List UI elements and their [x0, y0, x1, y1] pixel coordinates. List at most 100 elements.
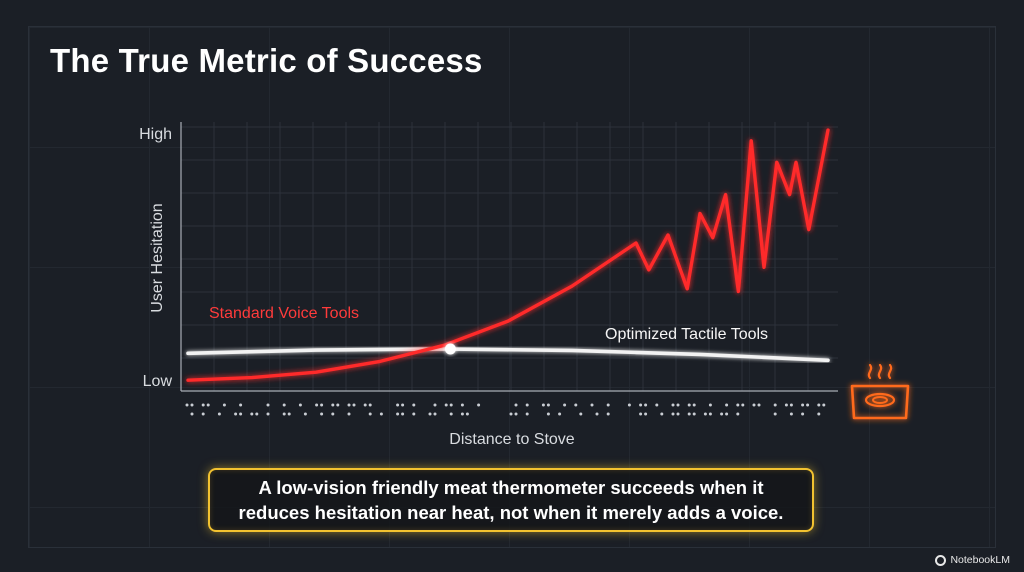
- braille-dot: [217, 412, 221, 416]
- y-tick-label-high: High: [139, 126, 172, 143]
- braille-dot: [671, 403, 675, 407]
- braille-dot: [401, 403, 405, 407]
- braille-dot: [687, 403, 691, 407]
- braille-dot: [606, 403, 610, 407]
- braille-dot: [352, 403, 356, 407]
- braille-dot: [720, 412, 724, 416]
- braille-dot: [525, 403, 529, 407]
- brand-name: NotebookLM: [950, 554, 1010, 566]
- braille-dot: [234, 412, 238, 416]
- braille-dot: [239, 403, 243, 407]
- braille-dot: [590, 403, 594, 407]
- braille-dot: [444, 403, 448, 407]
- series-label-tactile-tools: Optimized Tactile Tools: [605, 326, 768, 343]
- braille-dot: [412, 412, 416, 416]
- braille-dot: [509, 412, 513, 416]
- braille-dot: [379, 412, 383, 416]
- braille-dot: [185, 403, 189, 407]
- braille-dot: [239, 412, 243, 416]
- x-axis-label: Distance to Stove: [449, 431, 575, 448]
- braille-dot: [817, 403, 821, 407]
- intersection-point: [444, 343, 456, 355]
- braille-dot: [773, 412, 777, 416]
- braille-dot: [282, 403, 286, 407]
- braille-dot: [396, 412, 400, 416]
- braille-dot: [255, 412, 259, 416]
- series-label-voice-tools: Standard Voice Tools: [209, 305, 359, 322]
- series-line-standard-voice-tools: [186, 128, 830, 382]
- braille-dot: [725, 412, 729, 416]
- braille-dot: [757, 403, 761, 407]
- braille-dot: [687, 412, 691, 416]
- braille-dot: [514, 403, 518, 407]
- braille-dot: [558, 412, 562, 416]
- braille-dot: [676, 412, 680, 416]
- braille-dot: [752, 403, 756, 407]
- braille-dot: [190, 403, 194, 407]
- braille-dot: [644, 412, 648, 416]
- y-tick-label-low: Low: [143, 373, 173, 390]
- braille-dot: [822, 403, 826, 407]
- braille-dot: [525, 412, 529, 416]
- braille-dot: [320, 403, 324, 407]
- braille-dot: [368, 412, 372, 416]
- braille-dot: [692, 403, 696, 407]
- braille-dot: [817, 412, 821, 416]
- braille-dot: [449, 403, 453, 407]
- callout-line-2: reduces hesitation near heat, not when i…: [238, 502, 784, 523]
- braille-dot: [347, 412, 351, 416]
- series-line-optimized-tactile-tools: [186, 347, 830, 363]
- braille-dot: [320, 412, 324, 416]
- braille-dot: [676, 403, 680, 407]
- braille-dot: [708, 403, 712, 407]
- braille-dot: [190, 412, 194, 416]
- braille-dot: [692, 412, 696, 416]
- braille-dot: [428, 412, 432, 416]
- braille-dot: [546, 403, 550, 407]
- braille-dot: [579, 412, 583, 416]
- callout-line-1: A low-vision friendly meat thermometer s…: [258, 477, 764, 498]
- page-title: The True Metric of Success: [50, 42, 483, 79]
- braille-dot: [546, 412, 550, 416]
- braille-dot: [331, 403, 335, 407]
- braille-dot: [460, 403, 464, 407]
- braille-dot: [736, 412, 740, 416]
- braille-dot: [639, 412, 643, 416]
- braille-dot: [449, 412, 453, 416]
- braille-dot: [331, 412, 335, 416]
- braille-dot: [784, 403, 788, 407]
- braille-dot: [741, 403, 745, 407]
- braille-dot: [563, 403, 567, 407]
- braille-dot: [287, 412, 291, 416]
- callout-box: A low-vision friendly meat thermometer s…: [208, 468, 814, 532]
- braille-dot: [401, 412, 405, 416]
- braille-dot: [266, 412, 270, 416]
- braille-dot: [222, 403, 226, 407]
- braille-dot: [639, 403, 643, 407]
- braille-dot: [396, 403, 400, 407]
- braille-dot: [368, 403, 372, 407]
- braille-dot: [433, 412, 437, 416]
- braille-dot: [806, 403, 810, 407]
- braille-dots-icon: [185, 403, 826, 416]
- braille-dot: [206, 403, 210, 407]
- braille-dot: [363, 403, 367, 407]
- braille-dot: [655, 403, 659, 407]
- background-grid-frame: [28, 26, 996, 548]
- braille-dot: [801, 412, 805, 416]
- braille-dot: [433, 403, 437, 407]
- braille-dot: [412, 403, 416, 407]
- braille-dot: [541, 403, 545, 407]
- braille-dot: [201, 412, 205, 416]
- braille-dot: [282, 412, 286, 416]
- braille-dot: [703, 412, 707, 416]
- braille-dot: [725, 403, 729, 407]
- braille-dot: [514, 412, 518, 416]
- hot-stove-icon: [850, 363, 910, 420]
- braille-dot: [671, 412, 675, 416]
- braille-dot: [801, 403, 805, 407]
- braille-dot: [347, 403, 351, 407]
- braille-dot: [789, 412, 793, 416]
- braille-dot: [201, 403, 205, 407]
